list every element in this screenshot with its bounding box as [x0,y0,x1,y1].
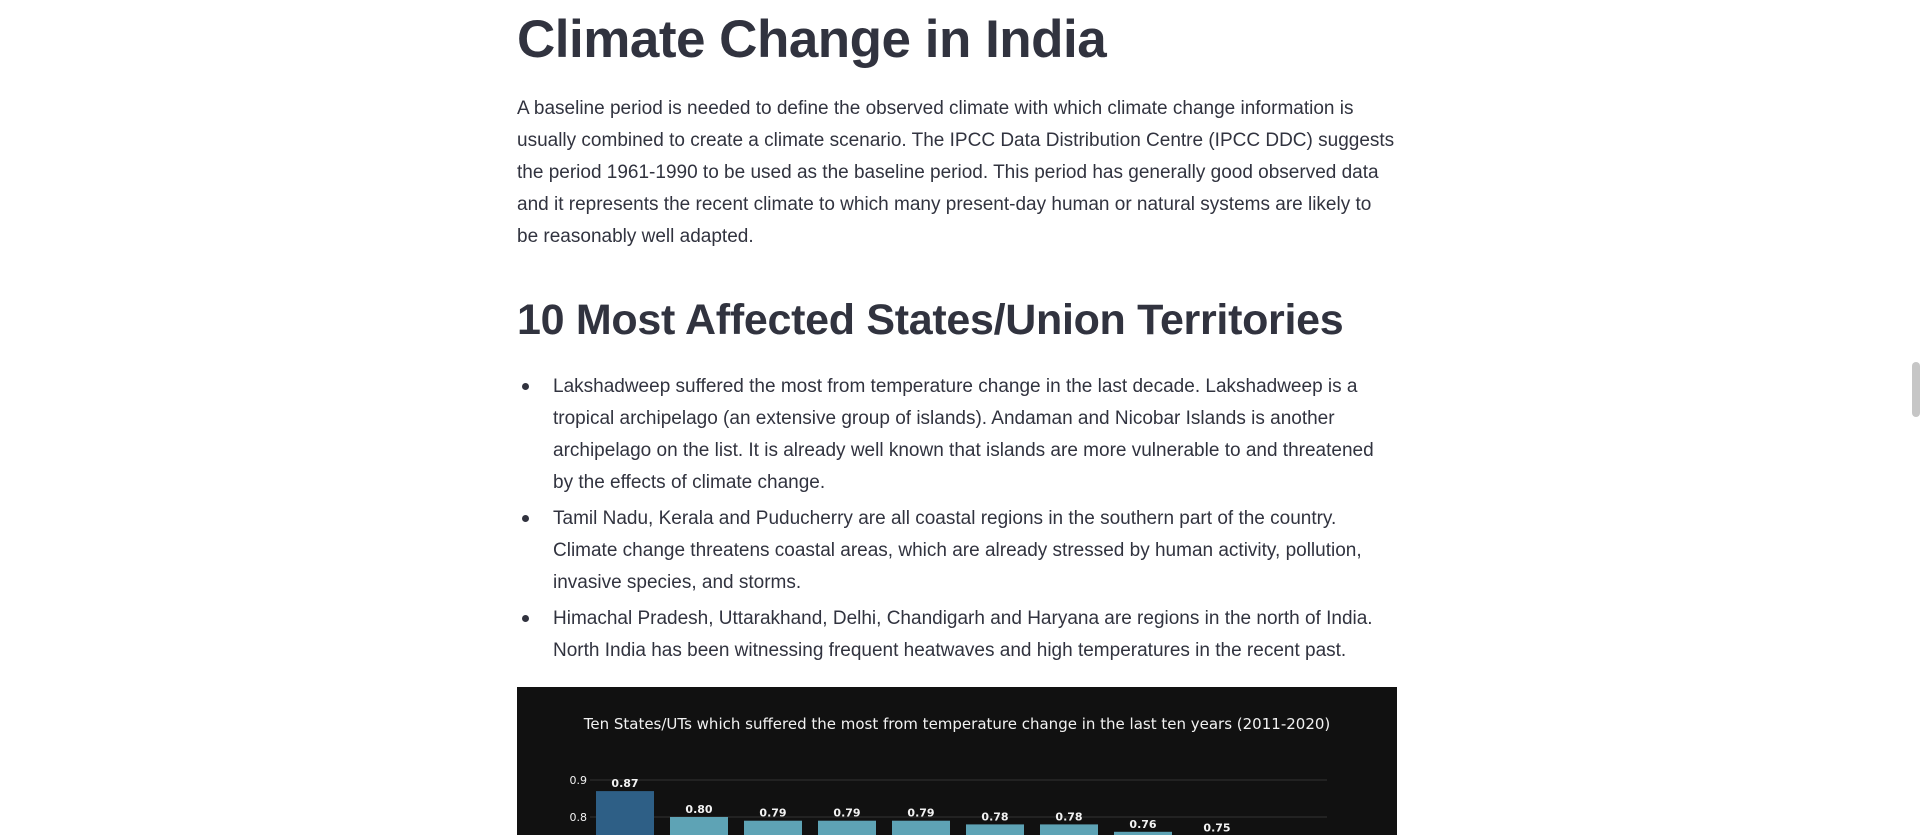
bar[interactable] [744,820,802,835]
bar[interactable] [966,824,1024,835]
bar-value-label: 0.75 [1203,822,1230,835]
bullet-icon [522,383,529,390]
section-heading: 10 Most Affected States/Union Territorie… [517,296,1344,344]
intro-paragraph: A baseline period is needed to define th… [517,98,1395,247]
bar[interactable] [818,820,876,835]
list-item-text: Lakshadweep suffered the most from tempe… [553,376,1374,493]
list-item-text: Tamil Nadu, Kerala and Puducherry are al… [553,508,1362,593]
list-item: Tamil Nadu, Kerala and Puducherry are al… [517,503,1397,599]
list-item: Lakshadweep suffered the most from tempe… [517,371,1397,499]
bullet-icon [522,515,529,522]
scrollbar-thumb[interactable] [1912,362,1920,417]
bar-value-label: 0.79 [759,807,786,820]
page-title: Climate Change in India [517,10,1107,69]
list-item: Himachal Pradesh, Uttarakhand, Delhi, Ch… [517,603,1397,667]
chart-plot: 0.9 0.8 0.87 0.80 0.79 0.79 0.79 0.78 0.78 0.76 0.… [570,774,1327,835]
bullet-list: Lakshadweep suffered the most from tempe… [517,371,1397,671]
chart-title: Ten States/UTs which suffered the most f… [583,715,1331,733]
bar[interactable] [1114,831,1172,835]
bar-value-label: 0.76 [1129,818,1156,831]
bar[interactable] [1040,824,1098,835]
bar[interactable] [596,791,654,835]
y-tick-label: 0.9 [570,774,588,787]
bar-value-label: 0.79 [833,807,860,820]
bar-value-label: 0.79 [907,807,934,820]
bar-value-label: 0.80 [685,803,712,816]
bar-chart[interactable]: Ten States/UTs which suffered the most f… [517,687,1397,835]
y-tick-label: 0.8 [570,811,588,824]
bar[interactable] [892,820,950,835]
list-item-text: Himachal Pradesh, Uttarakhand, Delhi, Ch… [553,608,1373,661]
bar-value-label: 0.78 [1055,810,1082,823]
bar-value-label: 0.87 [611,777,638,790]
bar[interactable] [670,817,728,835]
bullet-icon [522,615,529,622]
bar-value-label: 0.78 [981,810,1008,823]
